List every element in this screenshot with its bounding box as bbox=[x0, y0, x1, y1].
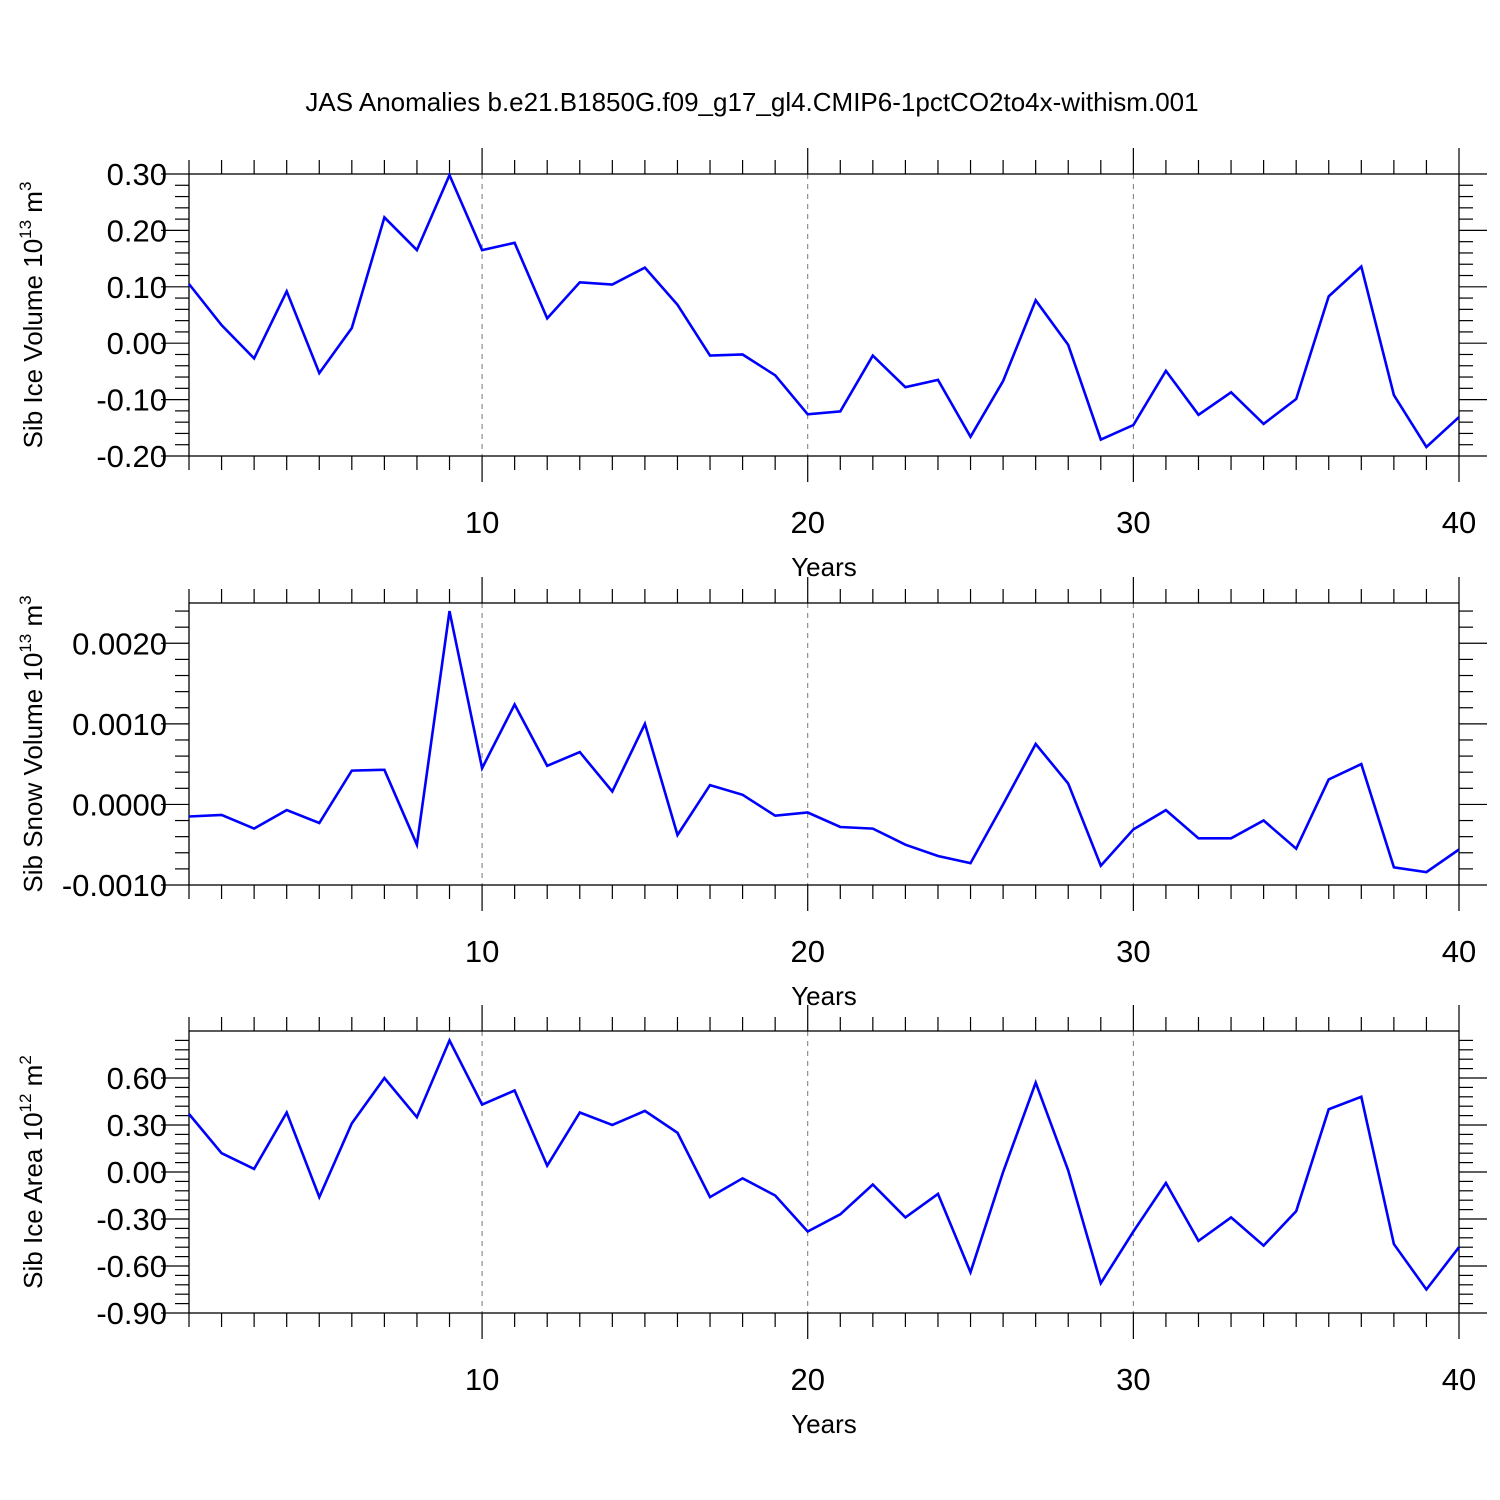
panel-sib-snow-volume: 10 20 30 40 -0.0010 0.0000 0.0010 0.0020 Years Si… bbox=[16, 577, 1487, 1011]
y-axis-label: Sib Ice Area 1012 m2 bbox=[16, 1055, 48, 1289]
x-tick-label: 20 bbox=[790, 934, 824, 969]
y-tick-label: -0.20 bbox=[96, 439, 167, 474]
y-axis-label: Sib Snow Volume 1013 m3 bbox=[16, 595, 48, 892]
series-line bbox=[187, 171, 1460, 450]
y-tick-label: 0.60 bbox=[107, 1061, 167, 1096]
x-axis-label: Years bbox=[791, 1409, 857, 1439]
panel-sib-ice-area: 10 20 30 40 -0.90 -0.60 -0.30 0.00 0.30 0.60 Years… bbox=[16, 1005, 1487, 1439]
x-tick-label: 10 bbox=[465, 505, 499, 540]
plot-frame bbox=[188, 173, 1460, 457]
y-axis-label: Sib Ice Volume 1013 m3 bbox=[16, 182, 48, 449]
panel-sib-ice-volume: 10 20 30 40 -0.20 -0.10 0.00 0.10 0.20 0.30 Years S… bbox=[16, 148, 1487, 582]
x-tick-label: 10 bbox=[465, 1362, 499, 1397]
x-tick-label: 10 bbox=[465, 934, 499, 969]
y-tick-label: 0.0010 bbox=[72, 707, 167, 742]
y-tick-label: -0.0010 bbox=[62, 868, 167, 903]
x-tick-label: 20 bbox=[790, 1362, 824, 1397]
plot-frame bbox=[188, 602, 1460, 886]
x-tick-label: 30 bbox=[1116, 934, 1150, 969]
y-tick-label: 0.00 bbox=[107, 326, 167, 361]
y-tick-label: 0.20 bbox=[107, 213, 167, 248]
x-tick-label: 40 bbox=[1442, 934, 1476, 969]
x-axis-label: Years bbox=[791, 552, 857, 582]
x-tick-label: 40 bbox=[1442, 505, 1476, 540]
y-tick-label: 0.30 bbox=[107, 157, 167, 192]
x-tick-label: 20 bbox=[790, 505, 824, 540]
x-tick-label: 40 bbox=[1442, 1362, 1476, 1397]
y-tick-label: -0.90 bbox=[96, 1296, 167, 1331]
series-line bbox=[188, 610, 1460, 874]
x-axis-label: Years bbox=[791, 981, 857, 1011]
series-line bbox=[188, 1037, 1461, 1292]
y-tick-label: 0.30 bbox=[107, 1108, 167, 1143]
plot-frame bbox=[188, 1030, 1460, 1314]
y-tick-label: -0.10 bbox=[96, 383, 167, 418]
x-tick-label: 30 bbox=[1116, 505, 1150, 540]
x-tick-label: 30 bbox=[1116, 1362, 1150, 1397]
y-tick-label: 0.00 bbox=[107, 1155, 167, 1190]
y-tick-label: -0.60 bbox=[96, 1249, 167, 1284]
y-tick-label: -0.30 bbox=[96, 1202, 167, 1237]
y-tick-label: 0.0000 bbox=[72, 787, 167, 822]
y-tick-label: 0.0020 bbox=[72, 626, 167, 661]
y-tick-label: 0.10 bbox=[107, 270, 167, 305]
figure-title: JAS Anomalies b.e21.B1850G.f09_g17_gl4.C… bbox=[305, 87, 1198, 117]
